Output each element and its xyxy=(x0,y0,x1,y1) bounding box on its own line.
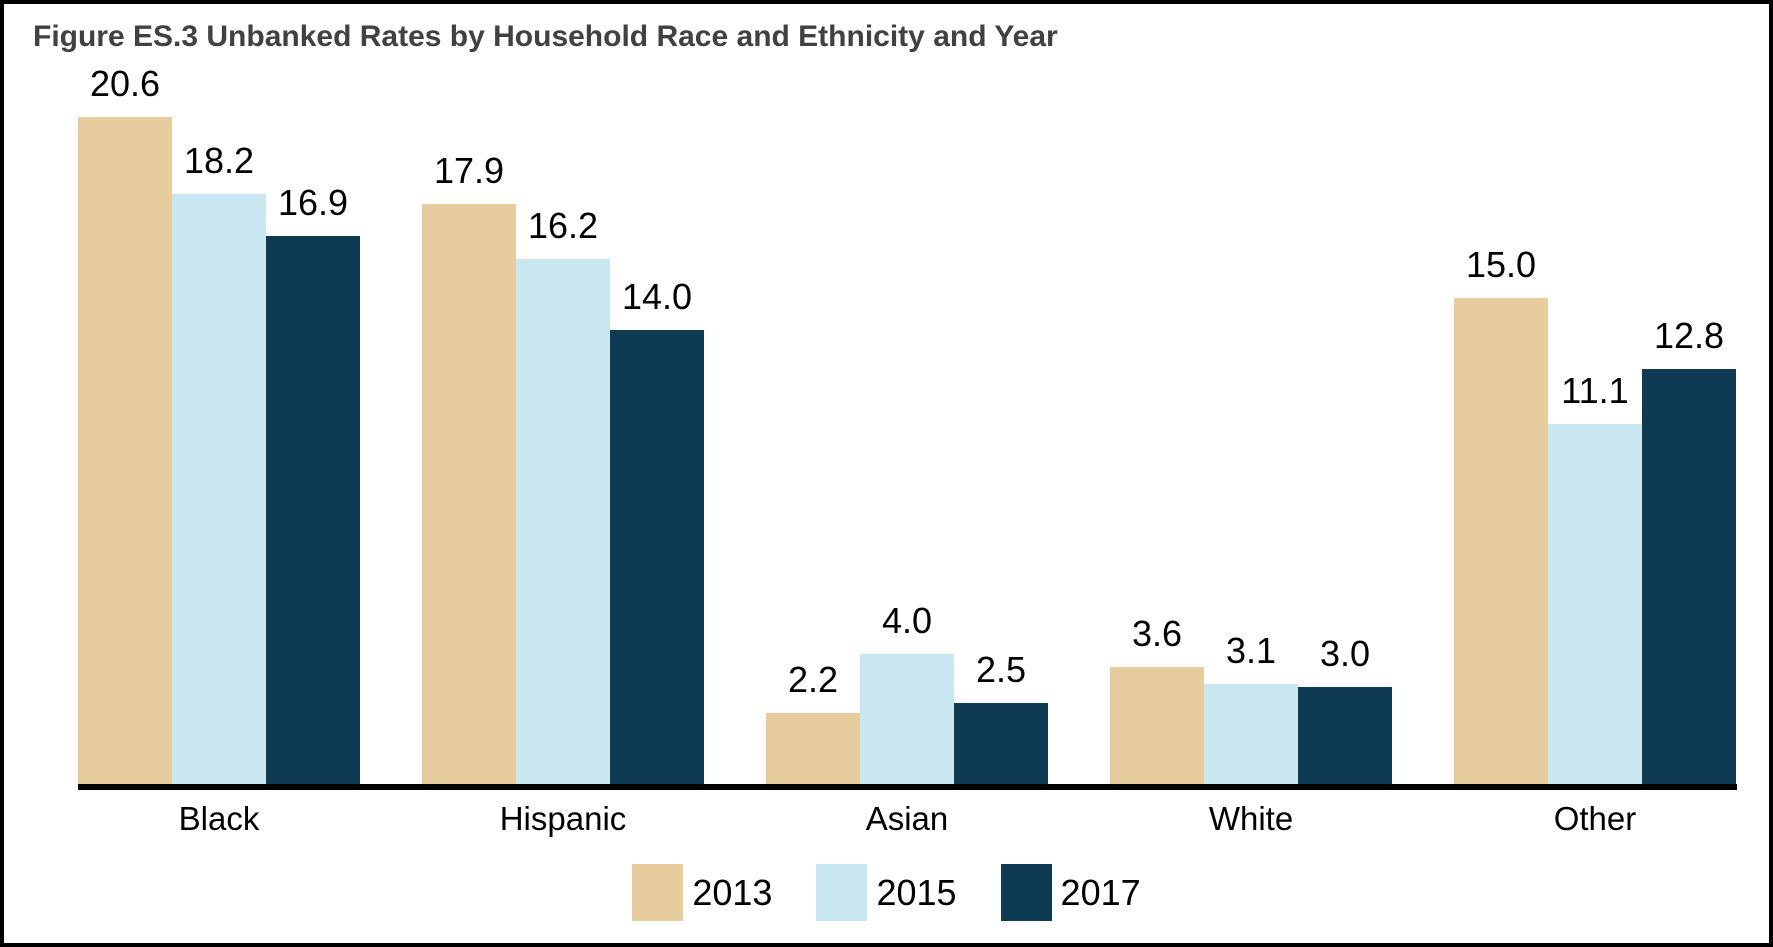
value-label: 3.6 xyxy=(1131,613,1183,654)
bar-2013-white xyxy=(1110,667,1204,784)
legend-swatch-2015 xyxy=(816,864,868,921)
bar-col-white-2017: 3.0 xyxy=(1298,633,1392,784)
value-label: 16.2 xyxy=(527,205,599,246)
legend: 2013 2015 2017 xyxy=(4,864,1769,921)
bar-2015-black xyxy=(172,194,266,784)
value-label: 2.5 xyxy=(975,649,1027,690)
bar-2015-hispanic xyxy=(516,259,610,784)
legend-item-2017: 2017 xyxy=(1000,864,1141,921)
bar-col-black-2015: 18.2 xyxy=(172,140,266,784)
category-label-white: White xyxy=(1208,800,1294,837)
bar-col-hispanic-2015: 16.2 xyxy=(516,205,610,784)
category-label-other: Other xyxy=(1553,800,1637,837)
x-axis-labels: Black Hispanic Asian White Other xyxy=(78,790,1737,838)
bar-2017-hispanic xyxy=(610,330,704,784)
bar-col-hispanic-2017: 14.0 xyxy=(610,276,704,784)
bar-2013-asian xyxy=(766,713,860,784)
bar-2017-white xyxy=(1298,687,1392,784)
bar-group-hispanic: 17.9 16.2 14.0 xyxy=(422,150,704,784)
bar-col-hispanic-2013: 17.9 xyxy=(422,150,516,784)
value-label: 4.0 xyxy=(881,600,933,641)
value-label: 11.1 xyxy=(1561,370,1629,411)
bar-group-asian: 2.2 4.0 2.5 xyxy=(766,600,1048,784)
bar-chart: 20.6 18.2 16.9 17.9 16.2 14.0 2.2 4.0 2.5 3.6 3.1 3… xyxy=(78,62,1737,838)
bar-2013-other xyxy=(1454,298,1548,784)
category-label-asian: Asian xyxy=(865,800,949,837)
legend-label: 2015 xyxy=(876,871,957,913)
value-label: 2.2 xyxy=(787,659,839,700)
value-label: 18.2 xyxy=(183,140,255,181)
legend-item-2013: 2013 xyxy=(632,864,772,921)
bar-2015-other xyxy=(1548,424,1642,784)
value-label: 20.6 xyxy=(89,63,161,104)
bar-2015-asian xyxy=(860,654,954,784)
legend-label: 2017 xyxy=(1060,871,1141,913)
bar-col-asian-2017: 2.5 xyxy=(954,649,1048,784)
value-label: 14.0 xyxy=(621,276,693,317)
bar-2017-black xyxy=(266,236,360,784)
value-label: 3.0 xyxy=(1319,633,1371,674)
bar-group-other: 15.0 11.1 12.8 xyxy=(1454,244,1736,784)
legend-item-2015: 2015 xyxy=(816,864,957,921)
value-label: 15.0 xyxy=(1465,244,1537,285)
value-label: 12.8 xyxy=(1653,315,1725,356)
bar-2017-asian xyxy=(954,703,1048,784)
chart-title: Figure ES.3 Unbanked Rates by Household … xyxy=(33,20,1058,53)
bar-col-asian-2015: 4.0 xyxy=(860,600,954,784)
bar-col-white-2015: 3.1 xyxy=(1204,630,1298,784)
bar-col-white-2013: 3.6 xyxy=(1110,613,1204,784)
bar-group-white: 3.6 3.1 3.0 xyxy=(1110,613,1392,784)
bar-col-black-2017: 16.9 xyxy=(266,182,360,784)
value-label: 17.9 xyxy=(433,150,505,191)
bar-col-other-2013: 15.0 xyxy=(1454,244,1548,784)
plot-area: 20.6 18.2 16.9 17.9 16.2 14.0 2.2 4.0 2.5 3.6 3.1 3… xyxy=(78,62,1737,790)
category-label-black: Black xyxy=(178,800,260,837)
value-label: 16.9 xyxy=(277,182,349,223)
legend-swatch-2013 xyxy=(632,864,684,921)
category-label-hispanic: Hispanic xyxy=(499,800,627,837)
legend-swatch-2017 xyxy=(1000,864,1052,921)
bar-2015-white xyxy=(1204,684,1298,784)
bar-2017-other xyxy=(1642,369,1736,784)
value-label: 3.1 xyxy=(1225,630,1277,671)
legend-label: 2013 xyxy=(692,871,773,913)
bar-col-asian-2013: 2.2 xyxy=(766,659,860,784)
bar-group-black: 20.6 18.2 16.9 xyxy=(78,63,360,784)
bar-2013-black xyxy=(78,117,172,784)
bar-col-other-2017: 12.8 xyxy=(1642,315,1736,784)
bar-col-other-2015: 11.1 xyxy=(1548,370,1642,784)
bar-2013-hispanic xyxy=(422,204,516,784)
bar-col-black-2013: 20.6 xyxy=(78,63,172,784)
